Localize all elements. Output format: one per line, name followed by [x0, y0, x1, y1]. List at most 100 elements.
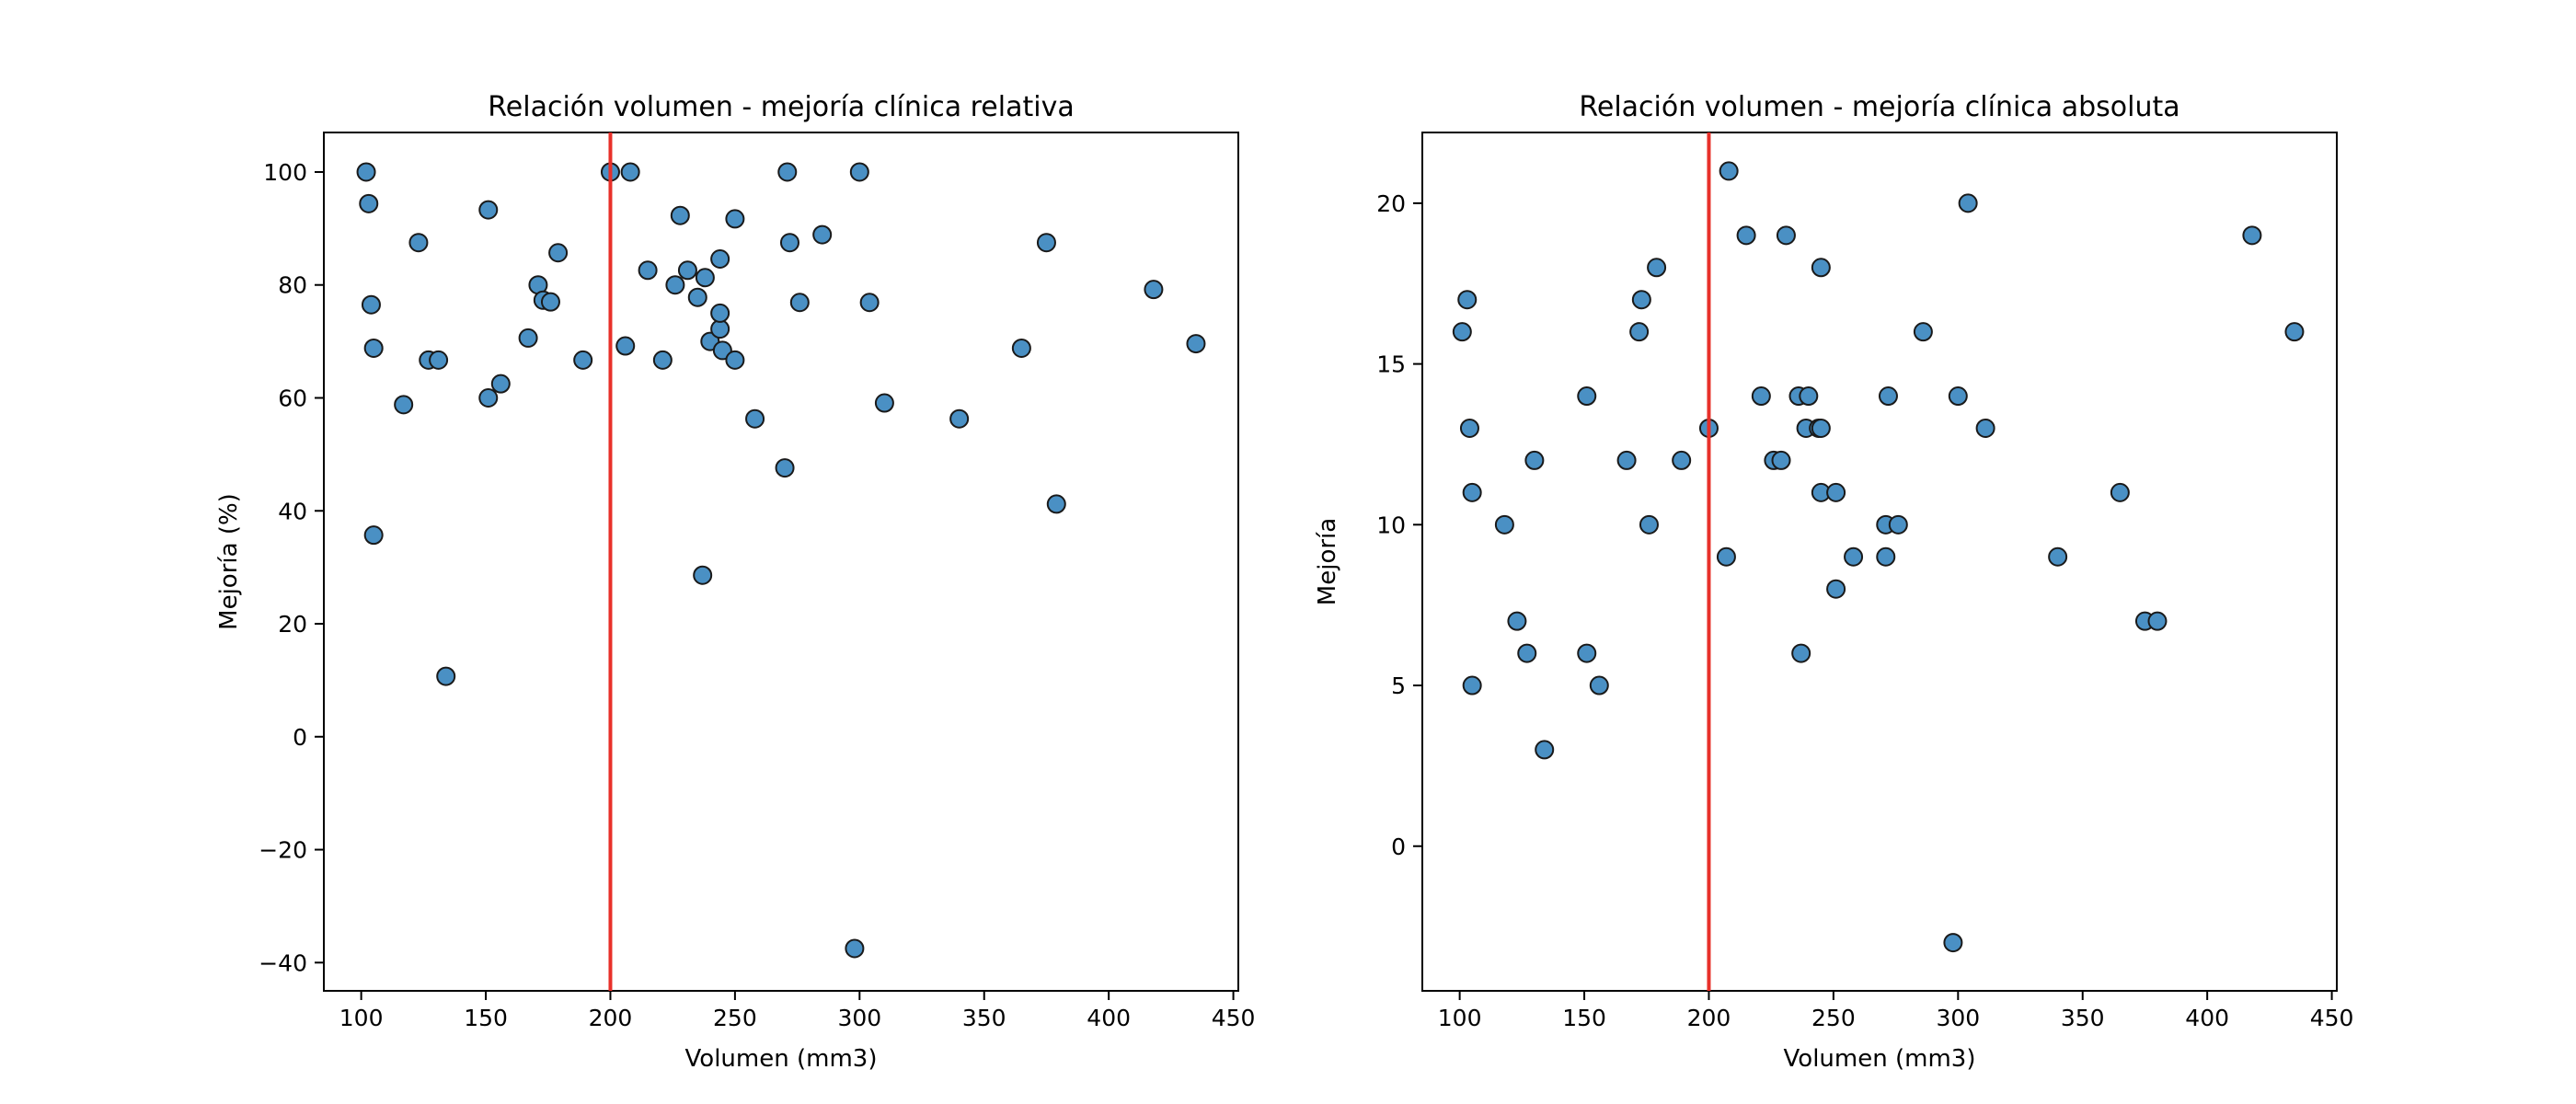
scatter-point	[859, 293, 880, 313]
scatter-point	[1616, 450, 1637, 470]
scatter-point	[1771, 450, 1791, 470]
scatter-point	[1719, 161, 1739, 181]
chart-title: Relación volumen - mejoría clínica absol…	[1579, 91, 2179, 123]
scatter-point	[2110, 482, 2130, 502]
scatter-point	[1975, 418, 1995, 438]
scatter-point	[1452, 322, 1472, 342]
scatter-point	[429, 350, 449, 370]
y-tick-label: 100	[263, 159, 307, 186]
scatter-point	[478, 200, 499, 220]
scatter-point	[1046, 494, 1066, 514]
x-tick-label: 150	[1562, 1005, 1606, 1031]
y-tick-label: 60	[278, 385, 307, 411]
scatter-point	[1826, 579, 1846, 599]
y-axis-label: Mejoría (%)	[215, 493, 243, 630]
scatter-point	[745, 408, 765, 429]
scatter-point	[1876, 546, 1896, 567]
scatter-point	[652, 350, 673, 370]
scatter-point	[1948, 386, 1968, 407]
chart-title: Relación volumen - mejoría clínica relat…	[488, 91, 1074, 123]
scatter-points	[356, 162, 1206, 959]
scatter-point	[1776, 225, 1796, 246]
y-tick-label: −20	[259, 837, 307, 864]
scatter-point	[1844, 546, 1864, 567]
scatter-point	[710, 303, 730, 323]
scatter-point	[1011, 338, 1031, 358]
scatter-point	[775, 458, 795, 478]
y-tick-label: 0	[1391, 834, 1406, 860]
scatter-point	[1826, 482, 1846, 502]
scatter-point	[1811, 418, 1831, 438]
scatter-point	[1878, 386, 1898, 407]
y-tick-label: 80	[278, 272, 307, 299]
scatter-point	[2048, 546, 2068, 567]
x-tick-label: 300	[1936, 1005, 1980, 1031]
x-tick-label: 400	[2185, 1005, 2229, 1031]
scatter-point	[363, 525, 384, 546]
scatter-point	[1535, 740, 1555, 760]
scatter-point	[949, 408, 970, 429]
scatter-point	[677, 260, 697, 281]
scatter-point	[1639, 514, 1659, 535]
x-tick-label: 300	[837, 1005, 881, 1031]
scatter-point	[478, 387, 499, 408]
scatter-point	[1913, 322, 1933, 342]
plot-frame	[323, 132, 1239, 992]
scatter-point	[695, 268, 715, 288]
x-tick-label: 400	[1087, 1005, 1131, 1031]
scatter-point	[620, 162, 640, 182]
x-tick-label: 250	[713, 1005, 757, 1031]
scatter-point	[1589, 675, 1609, 696]
x-tick-label: 450	[1212, 1005, 1256, 1031]
scatter-point	[394, 395, 414, 415]
scatter-point	[1494, 514, 1514, 535]
scatter-point	[687, 287, 707, 307]
scatter-point	[665, 275, 685, 295]
scatter-point	[1958, 193, 1978, 213]
scatter-point	[408, 233, 429, 253]
y-tick-label: 15	[1376, 351, 1406, 378]
scatter-point	[548, 243, 569, 263]
y-tick-label: 20	[278, 611, 307, 638]
x-axis-label: Volumen (mm3)	[1784, 1045, 1976, 1073]
scatter-point	[1736, 225, 1756, 246]
scatter-point	[710, 248, 730, 269]
scatter-point	[1631, 290, 1651, 310]
x-tick-label: 200	[1687, 1005, 1731, 1031]
scatter-point	[1811, 258, 1831, 278]
scatter-point	[361, 294, 381, 315]
y-axis-label: Mejoría	[1314, 518, 1341, 605]
y-axis-ticks: 0 5 10 15 20	[1376, 190, 1422, 860]
scatter-point	[1577, 386, 1597, 407]
scatter-point	[693, 565, 713, 585]
scatter-point	[874, 393, 894, 413]
y-tick-label: 10	[1376, 512, 1406, 538]
y-tick-label: 5	[1391, 673, 1406, 699]
scatter-point	[845, 938, 865, 959]
scatter-point	[356, 162, 376, 182]
scatter-point	[1144, 280, 1164, 300]
y-tick-label: −40	[259, 949, 307, 976]
y-axis-ticks: −40 −20 0 20 40 60 80 100	[259, 159, 324, 976]
scatter-point	[1799, 386, 1819, 407]
scatter-point	[789, 293, 810, 313]
x-tick-label: 100	[339, 1005, 384, 1031]
scatter-point	[1629, 322, 1650, 342]
scatter-point	[1647, 258, 1667, 278]
scatter-point	[573, 350, 593, 370]
scatter-point	[1791, 643, 1811, 663]
scatter-point	[615, 336, 636, 356]
x-tick-label: 250	[1811, 1005, 1856, 1031]
scatter-point	[2242, 225, 2262, 246]
scatter-point	[359, 193, 379, 213]
scatter-point	[518, 328, 538, 348]
chart-absolute-improvement: Relación volumen - mejoría clínica absol…	[1314, 91, 2353, 1073]
scatter-point	[1036, 233, 1056, 253]
y-tick-label: 40	[278, 498, 307, 524]
scatter-point	[1716, 546, 1736, 567]
scatter-point	[1943, 933, 1963, 953]
scatter-point	[2284, 322, 2305, 342]
scatter-point	[1888, 514, 1908, 535]
x-tick-label: 100	[1438, 1005, 1482, 1031]
